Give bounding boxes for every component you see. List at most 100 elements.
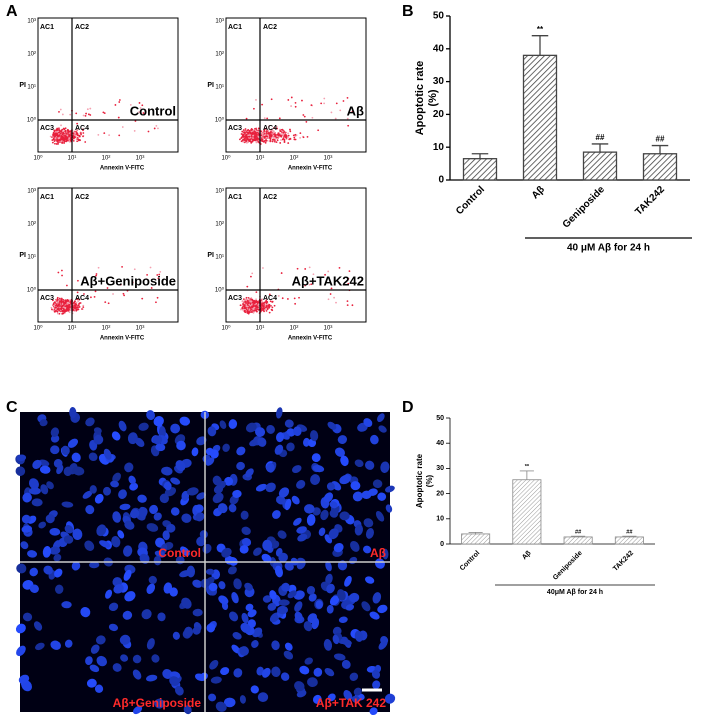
nucleus <box>271 666 281 678</box>
event-dot <box>246 285 249 288</box>
event-dot <box>279 142 282 144</box>
nucleus <box>327 693 336 702</box>
y-tick-label: 0 <box>438 175 444 186</box>
event-dot <box>266 134 269 136</box>
event-dot <box>242 308 245 311</box>
nucleus <box>378 425 387 433</box>
nucleus <box>88 452 98 462</box>
event-dot <box>155 301 157 304</box>
event-dot <box>63 142 66 144</box>
event-dot <box>104 301 107 304</box>
event-dot <box>73 134 76 136</box>
quadrant-label: AC4 <box>263 125 277 132</box>
event-dot <box>283 138 286 141</box>
nucleus <box>181 513 192 523</box>
event-dot <box>264 139 267 142</box>
event-dot <box>261 138 264 141</box>
nucleus <box>218 595 229 605</box>
nucleus <box>148 575 157 585</box>
event-dot <box>243 139 246 142</box>
event-dot <box>94 290 97 293</box>
event-dot <box>73 301 76 304</box>
nucleus <box>172 631 180 640</box>
nucleus <box>326 482 335 491</box>
nucleus <box>224 476 234 486</box>
nucleus <box>105 589 113 599</box>
nucleus <box>110 480 119 488</box>
event-dot <box>282 137 285 140</box>
event-dot <box>256 300 259 303</box>
nucleus <box>103 448 112 460</box>
nucleus <box>329 595 340 606</box>
event-dot <box>262 267 264 269</box>
nucleus <box>349 672 359 681</box>
nucleus <box>338 616 348 623</box>
nucleus <box>247 619 256 628</box>
event-dot <box>271 140 274 143</box>
event-dot <box>346 304 349 307</box>
nucleus <box>350 540 360 552</box>
nucleus <box>257 437 267 447</box>
event-dot <box>276 139 279 142</box>
nucleus <box>195 512 205 522</box>
event-dot <box>268 311 271 314</box>
nucleus <box>38 521 47 529</box>
event-dot <box>270 305 272 307</box>
event-dot <box>266 301 269 303</box>
event-dot <box>276 135 279 138</box>
panel-label: D <box>402 399 414 416</box>
nucleus <box>122 610 133 620</box>
nucleus <box>253 547 262 556</box>
event-dot <box>287 132 290 135</box>
event-dot <box>68 134 70 137</box>
event-dot <box>265 304 268 307</box>
event-dot <box>250 297 253 299</box>
x-tick-label: 10⁰ <box>33 155 43 162</box>
event-dot <box>66 129 69 132</box>
nucleus <box>63 535 74 544</box>
nucleus <box>241 526 251 535</box>
nucleus <box>194 504 204 513</box>
nucleus <box>262 539 273 551</box>
event-dot <box>255 298 257 301</box>
event-dot <box>52 136 55 139</box>
event-dot <box>346 96 349 99</box>
event-dot <box>52 134 55 137</box>
event-dot <box>255 128 258 130</box>
nucleus <box>245 603 254 612</box>
bar <box>582 151 618 181</box>
event-dot <box>278 136 280 138</box>
nucleus <box>284 419 294 428</box>
event-dot <box>270 98 273 101</box>
event-dot <box>56 140 58 142</box>
nucleus <box>232 489 242 498</box>
event-dot <box>67 309 70 312</box>
event-dot <box>261 103 264 106</box>
event-dot <box>339 109 342 112</box>
flow-plot: AC1 AC2 AC3 AC4 10⁰ 10⁰ 10¹ 10¹ 10² 10² 10³ 10³ PI An… <box>207 187 367 342</box>
event-dot <box>294 105 297 108</box>
event-dot <box>247 296 250 299</box>
event-dot <box>67 306 70 309</box>
event-dot <box>268 306 271 309</box>
event-dot <box>129 103 132 106</box>
event-dot <box>255 304 258 307</box>
event-dot <box>138 111 141 114</box>
y-tick-label: 30 <box>436 465 444 472</box>
event-dot <box>251 272 254 275</box>
x-axis-label: Annexin V-FITC <box>100 166 145 172</box>
event-dot <box>263 117 266 120</box>
nucleus <box>174 685 184 696</box>
y-tick-label: 10¹ <box>215 85 224 91</box>
nucleus <box>89 485 97 494</box>
nucleus <box>192 579 203 588</box>
event-dot <box>65 131 68 134</box>
event-dot <box>58 129 61 131</box>
event-dot <box>68 311 71 314</box>
event-dot <box>263 301 266 304</box>
bar <box>462 158 498 181</box>
nucleus <box>111 536 121 548</box>
event-dot <box>61 312 64 315</box>
nucleus <box>251 640 259 648</box>
nucleus <box>256 666 264 676</box>
